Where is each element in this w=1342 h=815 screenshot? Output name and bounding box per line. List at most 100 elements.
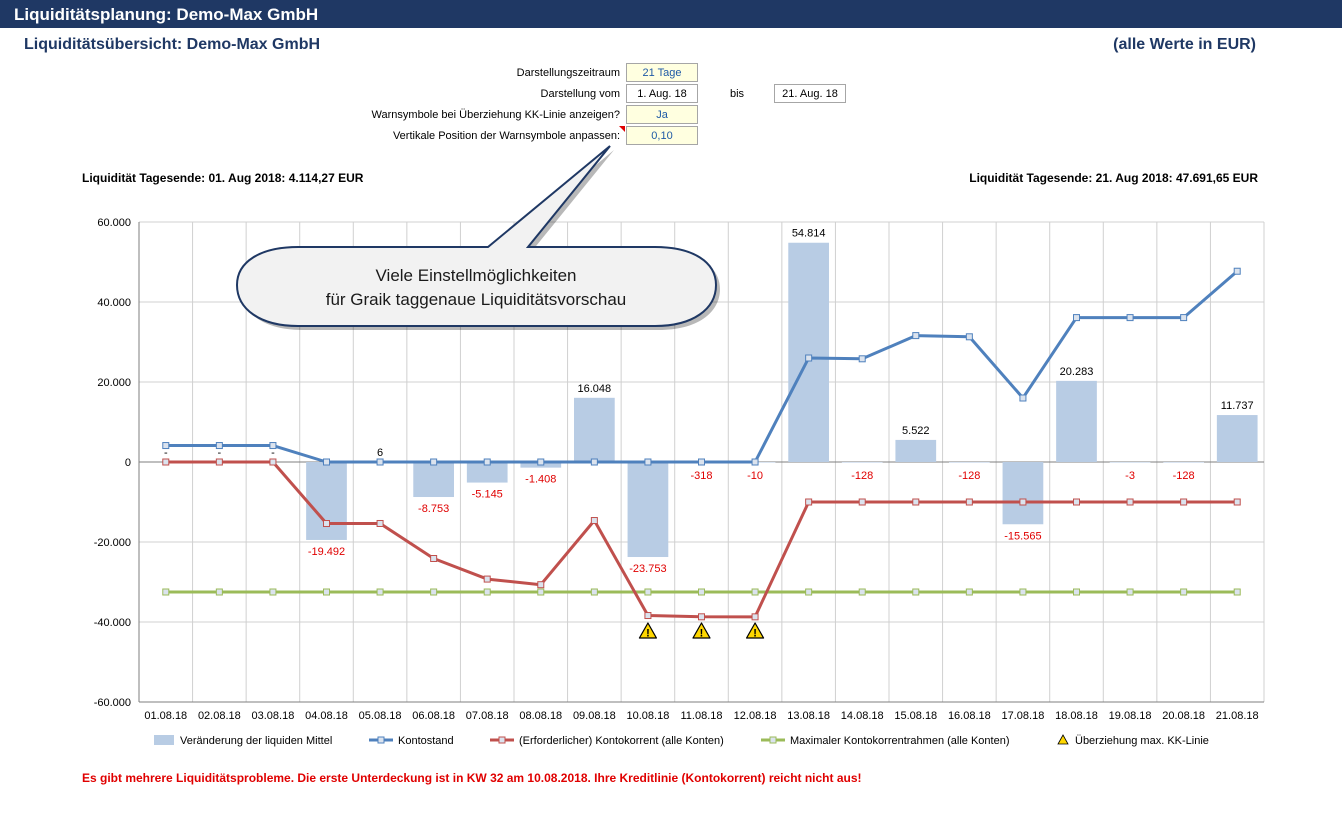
bar [1109,462,1151,463]
bar [788,242,829,462]
bar [1163,462,1204,463]
kontostand-point [965,333,973,341]
bar [413,462,454,498]
liquidity-warning-message: Es gibt mehrere Liquiditätsprobleme. Die… [82,771,862,785]
kk-max-point [1126,588,1134,596]
kk-max-point [215,588,223,596]
period-label: Darstellungszeitraum [516,67,620,79]
app-title-bar: Liquiditätsplanung: Demo-Max GmbH [0,0,1342,28]
x-tick-label: 01.08.18 [144,710,187,722]
warn-position-field[interactable]: 0,10 [626,126,698,145]
kontokorrent-point [912,498,920,506]
x-tick-label: 12.08.18 [734,710,777,722]
kontostand-point [323,458,330,466]
x-tick-label: 11.08.18 [680,710,722,722]
y-tick-label: 20.000 [97,377,131,389]
x-tick-label: 10.08.18 [627,710,670,722]
legend-label-kontostand: Kontostand [398,735,454,747]
legend-warning-icon [1057,734,1069,745]
callout-line-2: für Graik taggenaue Liquiditätsvorschau [326,290,627,309]
kk-max-point [965,588,973,596]
x-tick-label: 21.08.18 [1216,710,1259,722]
y-tick-label: -40.000 [94,617,131,629]
bar-data-label: -19.492 [308,546,345,558]
kontokorrent-point [376,519,384,527]
bar [1056,380,1097,462]
kk-max-point [430,588,438,596]
bar-data-label: - [164,447,168,459]
x-tick-label: 06.08.18 [412,710,455,722]
kontokorrent-point [590,517,598,525]
kontostand-point [751,458,759,466]
kontokorrent-point [858,498,866,506]
warn-symbols-field[interactable]: Ja [626,105,698,124]
bar-data-label: 5.522 [902,425,930,437]
kontostand-point [912,332,920,340]
kontostand-point [1073,314,1080,322]
kk-max-point [323,588,330,596]
y-tick-label: 60.000 [97,217,131,229]
x-tick-label: 19.08.18 [1109,710,1152,722]
warning-icon-mark: ! [646,628,650,640]
bar [949,462,990,463]
x-tick-label: 07.08.18 [466,710,509,722]
kk-max-point [805,588,813,596]
kontokorrent-point [1180,498,1188,506]
bar [574,397,615,462]
x-tick-label: 04.08.18 [305,710,348,722]
kontostand-point [805,354,813,362]
legend-label-warning: Überziehung max. KK-Linie [1075,735,1209,747]
bar-data-label: - [271,447,275,459]
kk-max-point [1180,588,1188,596]
bar [841,462,883,463]
x-tick-label: 15.08.18 [894,710,937,722]
liquidity-start: Liquidität Tagesende: 01. Aug 2018: 4.11… [82,171,364,185]
bar-data-label: -8.753 [418,503,449,515]
y-tick-label: 0 [125,457,131,469]
y-tick-label: -60.000 [94,697,131,709]
bar-data-label: -128 [851,470,873,482]
kk-max-point [751,588,759,596]
from-date-field[interactable]: 1. Aug. 18 [626,84,698,103]
kontostand-point [1019,394,1027,402]
kontostand-point [1180,314,1188,322]
kontostand-point [590,458,598,466]
kontokorrent-point [269,458,277,466]
legend-marker-kontokorrent [498,736,506,744]
liquidity-end: Liquidität Tagesende: 21. Aug 2018: 47.6… [969,171,1258,185]
bar [1216,415,1258,462]
bar-data-label: -15.565 [1004,530,1041,542]
kontostand-point [162,442,170,450]
kontostand-point [644,458,652,466]
legend-label-kontokorrent: (Erforderlicher) Kontokorrent (alle Kont… [519,735,724,747]
x-tick-label: 18.08.18 [1055,710,1098,722]
kk-max-point [376,588,384,596]
kontokorrent-point [430,555,438,562]
kk-max-point [162,588,170,596]
bar-data-label: 54.814 [792,228,826,240]
bar [627,462,669,558]
callout-bubble [235,145,718,327]
bar [466,462,508,483]
warn-position-label: Vertikale Position der Warnsymbole anpas… [392,130,620,142]
bar-data-label: -5.145 [472,489,503,501]
period-field[interactable]: 21 Tage [626,63,698,82]
bar [895,439,937,462]
kontostand-point [1126,314,1134,322]
kontokorrent-point [1073,498,1080,506]
warning-icon [638,622,658,639]
warn-symbols-label: Warnsymbole bei Überziehung KK-Linie anz… [371,109,620,121]
warning-icon [745,622,765,639]
bar [306,462,347,540]
legend-label-kk-max: Maximaler Kontokorrentrahmen (alle Konte… [790,735,1010,747]
kontokorrent-point [1233,498,1241,506]
kk-max-point [912,588,920,596]
x-tick-label: 05.08.18 [359,710,402,722]
kontostand-point [858,355,866,363]
bar-data-label: -128 [1173,470,1195,482]
warning-icon-mark: ! [753,628,757,640]
app-title: Liquiditätsplanung: Demo-Max GmbH [14,5,319,24]
kk-max-point [858,588,866,596]
x-tick-label: 20.08.18 [1162,710,1205,722]
to-date-field[interactable]: 21. Aug. 18 [774,84,846,103]
